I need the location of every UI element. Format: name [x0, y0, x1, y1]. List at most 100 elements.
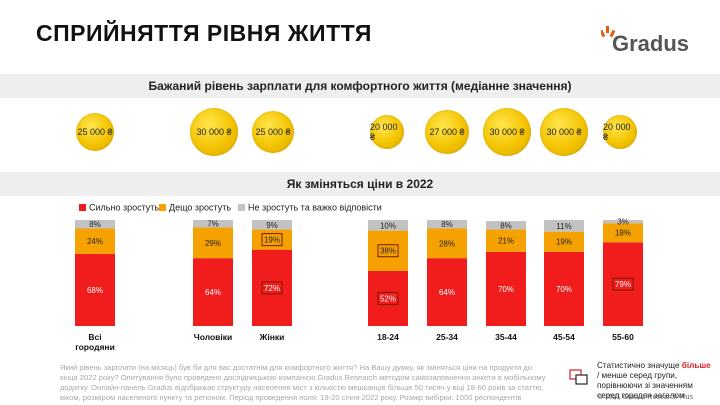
- bar-value-label: 64%: [205, 288, 221, 297]
- significance-marker-icon: [569, 369, 588, 385]
- bar-segment: [193, 227, 233, 259]
- bar-value-label: 28%: [439, 239, 455, 248]
- category-label: 55-60: [612, 332, 634, 342]
- bar-segment: [544, 220, 584, 232]
- salary-coin: 27 000 ₴: [425, 110, 469, 154]
- significance-box: [377, 291, 399, 305]
- salary-coin-label: 27 000 ₴: [429, 127, 465, 137]
- bar-segment: [75, 220, 115, 229]
- salary-coin: 25 000 ₴: [76, 113, 114, 151]
- bar-segment: [427, 228, 467, 259]
- salary-heading: Бажаний рівень зарплати для комфортного …: [148, 79, 572, 93]
- logo: [601, 26, 616, 38]
- salary-coin-label: 30 000 ₴: [196, 127, 232, 137]
- salary-coin: 30 000 ₴: [190, 108, 238, 156]
- category-label: Жінки: [259, 332, 285, 342]
- bar-value-label: 9%: [266, 221, 278, 230]
- salary-coin-label: 20 000 ₴: [370, 122, 398, 142]
- bar-value-label: 72%: [264, 284, 280, 293]
- significance-note-more: більше: [681, 361, 711, 370]
- category-label: 45-54: [553, 332, 575, 342]
- legend-label: Не зростуть та важко відповісти: [248, 202, 382, 213]
- footnote: Який рівень зарплати (на місяць) був би …: [60, 363, 546, 402]
- bar-segment: [603, 223, 643, 243]
- bar-segment: [427, 220, 467, 229]
- category-label: Чоловіки: [194, 332, 233, 342]
- prices-section-header: Як зміняться ціни в 2022: [0, 172, 720, 196]
- bar-segment: [75, 228, 115, 254]
- bar-value-label: 64%: [439, 288, 455, 297]
- significance-note-part1: Статистично значуще: [597, 361, 682, 370]
- bar-value-label: 18%: [615, 229, 631, 238]
- bar-value-label: 52%: [380, 294, 396, 303]
- logo-text: Gradus: [612, 31, 690, 56]
- bar-segment: [368, 230, 408, 271]
- salary-coin: 30 000 ₴: [540, 108, 588, 156]
- bar-segment: [252, 249, 292, 326]
- bar-segment: [252, 220, 292, 230]
- bar-value-label: 10%: [380, 221, 396, 230]
- bar-segment: [486, 229, 526, 252]
- salary-section-header: Бажаний рівень зарплати для комфортного …: [0, 74, 720, 98]
- significance-box: [261, 233, 283, 247]
- bar-value-label: 11%: [556, 222, 571, 231]
- logo-mark-icon: [601, 26, 616, 38]
- salary-coin-label: 25 000 ₴: [77, 127, 113, 137]
- bar-value-label: 7%: [207, 220, 219, 229]
- bar-value-label: 3%: [617, 218, 629, 227]
- bar-segment: [368, 270, 408, 326]
- category-label: 35-44: [495, 332, 517, 342]
- bar-segment: [75, 253, 115, 326]
- salary-coin: 30 000 ₴: [483, 108, 531, 156]
- legend-swatch: [79, 204, 86, 212]
- significance-box: [261, 281, 283, 295]
- bar-value-label: 8%: [89, 220, 101, 229]
- salary-coin-label: 20 000 ₴: [603, 122, 631, 142]
- bar-segment: [486, 221, 526, 230]
- salary-coin-label: 30 000 ₴: [546, 127, 582, 137]
- category-label: Всі: [88, 332, 101, 342]
- legend-item: Не зростуть та важко відповісти: [238, 202, 382, 213]
- legend-item: Сильно зростуть: [79, 202, 159, 213]
- bar-value-label: 24%: [87, 237, 103, 246]
- bar-segment: [193, 220, 233, 228]
- salary-coin-label: 30 000 ₴: [489, 127, 525, 137]
- category-label: городяни: [75, 342, 115, 352]
- bar-segment: [603, 242, 643, 326]
- significance-box: [377, 244, 399, 258]
- bar-value-label: 79%: [615, 280, 631, 289]
- page-title: СПРИЙНЯТТЯ РІВНЯ ЖИТТЯ: [36, 20, 372, 46]
- legend-label: Дещо зростуть: [169, 202, 232, 213]
- legend-swatch: [238, 204, 245, 212]
- bar-segment: [193, 258, 233, 326]
- legend-label: Сильно зростуть: [89, 202, 160, 213]
- bar-value-label: 19%: [556, 238, 572, 247]
- bar-value-label: 38%: [380, 247, 396, 256]
- salary-coin: 20 000 ₴: [603, 115, 637, 149]
- legend-item: Дещо зростуть: [159, 202, 231, 213]
- bar-value-label: 70%: [498, 285, 514, 294]
- bar-value-label: 21%: [498, 237, 514, 246]
- significance-note-part2: / менше серед групи, порівнюючи зі значе…: [597, 371, 693, 400]
- category-label: 18-24: [377, 332, 399, 342]
- bar-value-label: 70%: [556, 285, 572, 294]
- prices-heading: Як зміняться ціни в 2022: [286, 177, 434, 191]
- salary-coin-label: 25 000 ₴: [255, 127, 291, 137]
- salary-coin: 25 000 ₴: [252, 111, 294, 153]
- bar-segment: [544, 231, 584, 252]
- bar-segment: [427, 258, 467, 326]
- bar-value-label: 68%: [87, 286, 103, 295]
- bar-segment: [368, 220, 408, 231]
- legend-swatch: [159, 204, 166, 212]
- significance-box: [612, 277, 634, 291]
- category-label: 25-34: [436, 332, 458, 342]
- salary-coin: 20 000 ₴: [370, 115, 404, 149]
- significance-note: Статистично значуще більше / менше серед…: [597, 361, 715, 401]
- bar-segment: [603, 220, 643, 224]
- copyright: © 2021 Gradus Research Plus: [598, 394, 694, 401]
- bar-segment: [486, 251, 526, 326]
- bar-segment: [544, 251, 584, 326]
- bar-value-label: 19%: [264, 236, 280, 245]
- bar-value-label: 8%: [500, 221, 512, 230]
